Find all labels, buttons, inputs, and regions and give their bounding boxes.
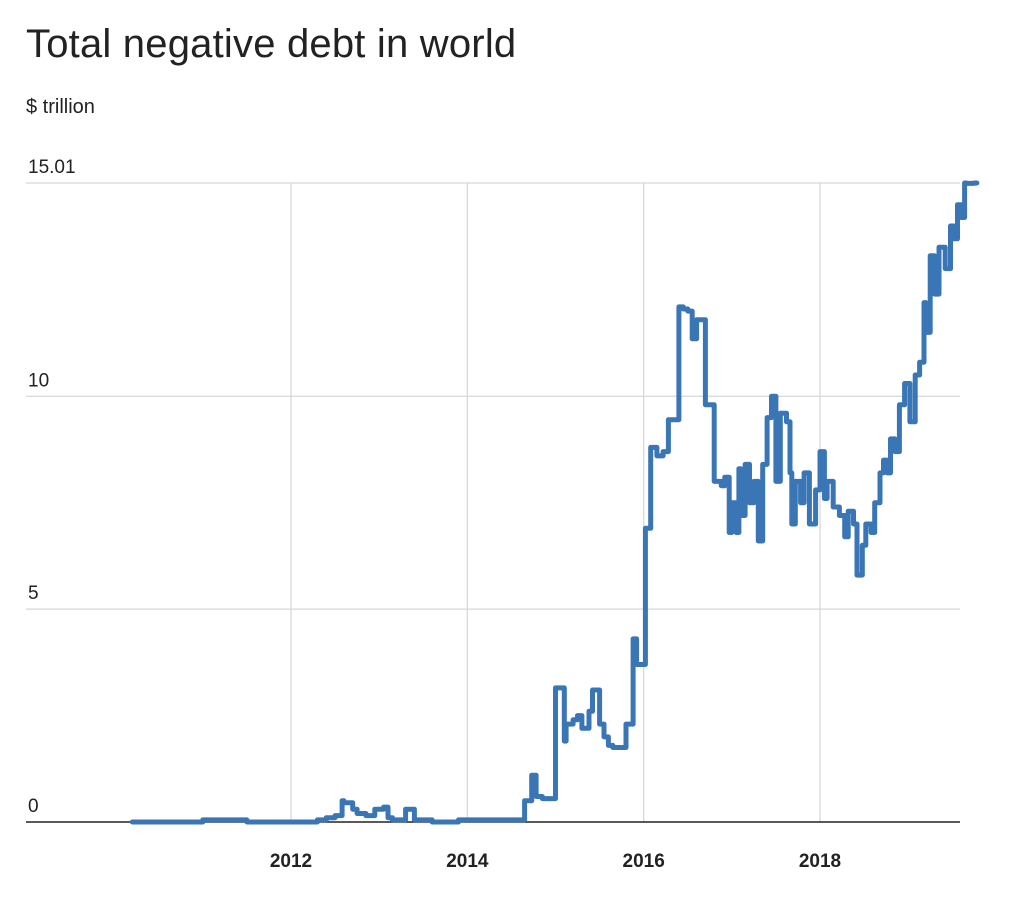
y-tick-label: 10 (28, 370, 49, 391)
x-tick-label: 2018 (799, 851, 841, 872)
y-axis-unit-label: $ trillion (26, 96, 95, 118)
vertical-gridlines (290, 183, 821, 822)
y-tick-label: 15.01 (28, 157, 76, 178)
y-tick-label: 5 (28, 583, 39, 604)
x-tick-label: 2016 (623, 851, 665, 872)
series-line-negative-debt (129, 180, 980, 825)
x-tick-label: 2014 (446, 851, 489, 872)
y-tick-labels: 0 5 10 15.01 (28, 157, 76, 817)
horizontal-gridlines (26, 182, 960, 610)
y-tick-label: 0 (28, 796, 39, 817)
x-tick-labels: 2012 2014 2016 2018 (270, 851, 841, 872)
x-tick-label: 2012 (270, 851, 312, 872)
chart-title: Total negative debt in world (26, 22, 517, 66)
